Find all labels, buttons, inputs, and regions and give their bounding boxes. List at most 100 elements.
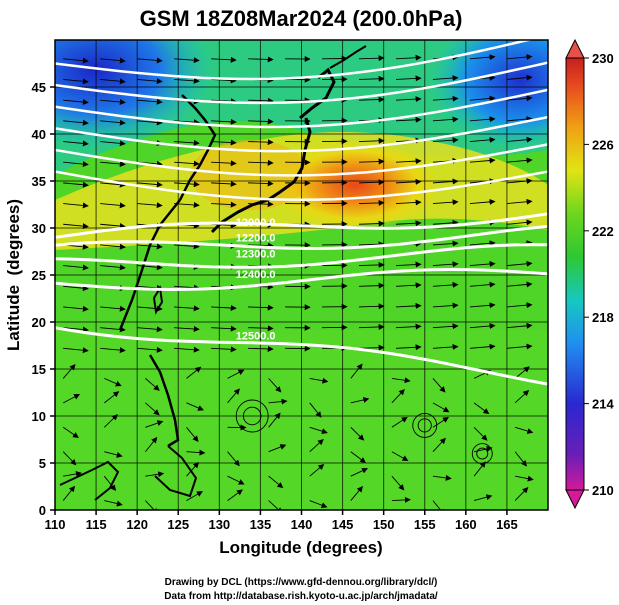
wind-streamline — [432, 178, 459, 185]
coastline-taiwan — [152, 285, 164, 315]
y-tick-label: 25 — [32, 268, 46, 283]
wind-streamline — [432, 500, 445, 510]
height-contour-line — [55, 170, 548, 202]
wind-streamline — [506, 178, 533, 185]
wind-streamline — [62, 451, 77, 466]
wind-streamline — [469, 157, 496, 164]
contour-label: 12300.0 — [236, 248, 276, 260]
wind-streamline — [248, 304, 274, 311]
y-tick-label: 5 — [39, 456, 46, 471]
wind-streamline — [515, 426, 534, 434]
wind-streamline — [145, 402, 160, 416]
wind-streamline — [506, 74, 533, 81]
wind-streamline — [395, 199, 422, 206]
wind-streamline — [469, 323, 496, 329]
wind-streamline — [359, 241, 385, 248]
y-tick-label: 0 — [39, 503, 46, 518]
wind-streamline — [395, 302, 422, 309]
wind-streamline — [103, 414, 118, 428]
y-tick-label: 10 — [32, 409, 46, 424]
colorbar-tick-label: 222 — [592, 224, 614, 239]
wind-streamline — [391, 416, 408, 428]
wind-streamline — [268, 412, 281, 428]
wind-streamline — [100, 347, 126, 354]
coastline-china-coast — [118, 199, 181, 331]
wind-streamline — [211, 201, 237, 208]
wind-streamline — [63, 181, 89, 188]
wind-streamline — [63, 140, 89, 147]
wind-streamline — [137, 181, 163, 188]
wind-streamline — [469, 281, 496, 288]
credit-data-source: Data from http://database.rish.kyoto-u.a… — [164, 591, 438, 602]
wind-streamline — [359, 261, 385, 268]
wind-streamline — [391, 451, 409, 461]
wind-eddy — [235, 399, 269, 433]
wind-streamline — [248, 139, 274, 146]
wind-streamline — [100, 140, 126, 147]
wind-streamline — [100, 161, 126, 167]
wind-streamline — [432, 261, 459, 268]
wind-streamline — [211, 180, 237, 187]
x-tick-label: 145 — [332, 517, 354, 532]
wind-streamline — [432, 281, 459, 288]
wind-streamline — [211, 325, 237, 332]
wind-streamline — [248, 97, 274, 104]
wind-streamline — [473, 402, 490, 415]
height-contour-line — [55, 115, 548, 153]
wind-streamline — [359, 199, 385, 206]
y-tick-label: 40 — [32, 127, 46, 142]
colorbar-top-triangle — [565, 38, 585, 59]
wind-streamline — [514, 366, 530, 379]
wind-streamline — [62, 485, 76, 501]
x-tick-label: 155 — [414, 517, 436, 532]
y-axis-title: Latitude (degrees) — [4, 199, 23, 351]
wind-streamline — [469, 343, 496, 350]
wind-streamline — [469, 54, 496, 61]
x-tick-label: 135 — [250, 517, 272, 532]
wind-streamline — [186, 426, 199, 442]
wind-streamline — [350, 426, 365, 441]
colorbar-tick-label: 226 — [592, 137, 614, 152]
x-tick-label: 165 — [496, 517, 518, 532]
wind-eddy — [471, 443, 493, 465]
wind-streamline — [145, 378, 160, 391]
wind-streamline — [227, 369, 245, 379]
wind-streamline — [137, 119, 163, 126]
wind-streamline — [100, 78, 126, 85]
wind-streamline — [63, 78, 89, 85]
wind-streamline — [63, 119, 89, 126]
wind-streamline — [309, 402, 322, 418]
y-axis-ticks: 0 5 10 15 20 25 30 35 40 45 — [32, 80, 55, 518]
wind-streamline — [174, 57, 200, 64]
wind-streamline — [211, 139, 237, 146]
wind-streamline — [174, 346, 200, 353]
wind-streamline — [186, 366, 202, 379]
wind-streamline — [186, 461, 200, 477]
wind-streamline — [62, 363, 76, 379]
wind-streamline — [391, 475, 405, 491]
wind-streamline — [395, 96, 422, 103]
wind-streamline — [359, 158, 385, 165]
wind-streamline — [432, 137, 459, 144]
wind-streamline — [506, 219, 533, 226]
wind-streamline — [186, 449, 206, 456]
x-tick-label: 160 — [455, 517, 477, 532]
wind-streamline — [211, 118, 237, 125]
wind-streamline — [506, 136, 533, 143]
wind-streamline — [359, 344, 385, 351]
wind-streamline — [473, 461, 486, 477]
plot-area: 12000.0 12200.0 12300.0 12400.0 12500.0 — [55, 40, 548, 510]
wind-streamline — [359, 55, 385, 62]
wind-streamline — [63, 264, 89, 271]
wind-streamline — [63, 394, 81, 404]
wind-streamline — [248, 118, 274, 125]
x-axis-title: Longitude (degrees) — [219, 538, 382, 557]
wind-streamline — [174, 77, 200, 84]
wind-streamline — [514, 486, 529, 501]
wind-streamline — [268, 475, 284, 489]
contour-label: 12000.0 — [236, 217, 276, 229]
x-tick-label: 125 — [167, 517, 189, 532]
wind-streamline — [104, 451, 123, 458]
wind-streamline — [174, 305, 200, 312]
